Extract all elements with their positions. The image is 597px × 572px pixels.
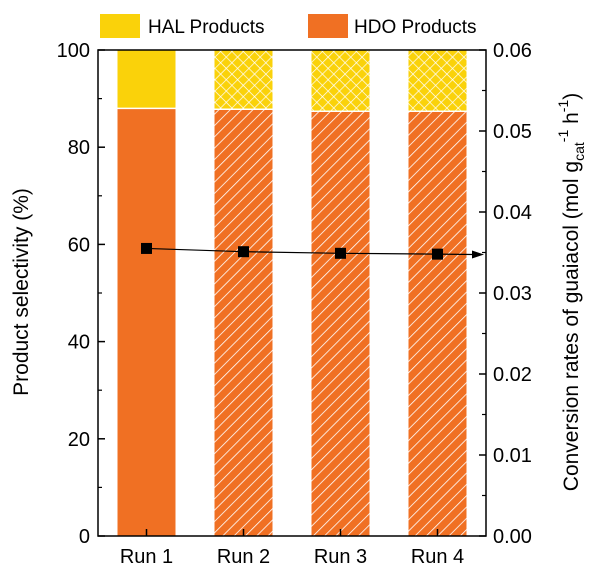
y2-label-prefix: Conversion rates of guaiacol (mol g [560,161,583,491]
right-tick-label-4: 0.04 [493,202,532,224]
bar-hdo-hatch-run-3 [311,111,370,537]
legend: HAL Products HDO Products [100,14,476,38]
bar-hdo-run-1 [117,108,176,536]
right-tick-label-1: 0.01 [493,445,532,467]
y-axis-label: Product selectivity (%) [10,188,33,396]
left-tick-label-3: 60 [68,234,90,256]
left-tick-label-4: 80 [68,137,90,159]
y2-label-middle: h [560,112,583,130]
conversion-line-layer [141,242,484,260]
y2-label-suffix: ) [560,93,583,100]
y2-label-subscript: cat [571,142,587,161]
left-tick-label-1: 20 [68,429,90,451]
left-tick-label-0: 0 [79,526,90,548]
bar-hal-hatch-run-4 [408,50,467,112]
left-tick-label-5: 100 [57,40,90,62]
right-axis: 0.00 0.01 0.02 0.03 0.04 0.05 0.06 [479,40,532,548]
conversion-marker-run-1 [141,242,152,254]
x-tick-label-run-2: Run 2 [217,546,270,568]
legend-label-hdo: HDO Products [354,17,476,38]
legend-swatch-hdo [308,14,348,38]
y2-axis-label: Conversion rates of guaiacol (mol gcat-1… [555,93,587,491]
y2-label-superscript-1: -1 [555,130,571,143]
right-tick-label-2: 0.02 [493,364,532,386]
right-tick-label-5: 0.05 [493,121,532,143]
x-tick-label-run-1: Run 1 [120,546,173,568]
x-axis: Run 1 Run 2 Run 3 Run 4 [120,529,464,568]
bar-hdo-hatch-run-2 [214,109,273,537]
bar-hal-hatch-run-3 [311,50,370,112]
bars-layer [117,50,467,537]
x-tick-label-run-4: Run 4 [411,546,464,568]
conversion-marker-run-2 [238,246,249,258]
x-tick-label-run-3: Run 3 [314,546,367,568]
conversion-arrow-head [472,250,484,259]
left-axis: 0 20 40 60 80 100 [57,40,105,548]
y2-label-superscript-2: -1 [555,100,571,113]
left-tick-label-2: 40 [68,332,90,354]
right-tick-label-3: 0.03 [493,283,532,305]
bar-hdo-hatch-run-4 [408,111,467,537]
bar-hal-hatch-run-2 [214,50,273,110]
right-tick-label-6: 0.06 [493,40,532,62]
conversion-marker-run-3 [335,247,346,259]
conversion-marker-run-4 [432,248,443,260]
legend-swatch-hal [100,14,140,38]
legend-label-hal: HAL Products [148,17,265,38]
bar-hal-run-1 [117,50,176,109]
right-tick-label-0: 0.00 [493,526,532,548]
